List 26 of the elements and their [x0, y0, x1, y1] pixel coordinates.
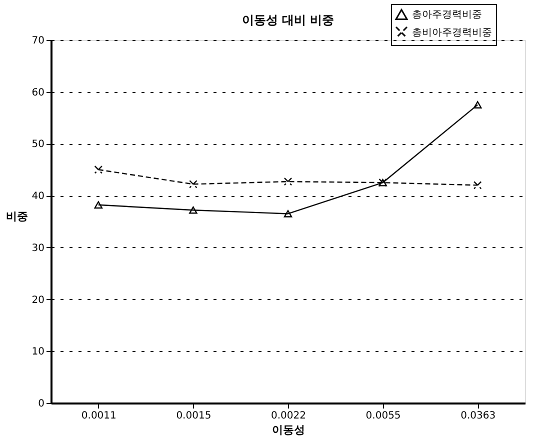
y-tick-label: 50 — [32, 139, 44, 150]
point — [284, 177, 292, 186]
y-tick-label: 40 — [32, 191, 44, 202]
point — [473, 181, 482, 190]
x-tick-label: 0.0055 — [366, 410, 401, 422]
y-axis-title: 비중 — [6, 210, 28, 223]
y-tick-label: 20 — [32, 294, 44, 306]
point — [189, 180, 198, 188]
y-tick-label: 0 — [38, 398, 44, 410]
y-tick-label: 30 — [32, 242, 44, 254]
x-axis-title: 이동성 — [272, 424, 305, 436]
legend-label: 총아주경력비중 — [412, 10, 482, 20]
point — [473, 101, 482, 108]
point — [94, 166, 103, 174]
point — [284, 210, 292, 218]
legend-label: 총비아주경력비중 — [412, 28, 492, 38]
x-tick-label: 0.0022 — [271, 410, 306, 422]
chart-title: 이동성 대비 비중 — [242, 13, 334, 27]
y-tick-label: 60 — [32, 87, 44, 98]
y-tick-label: 70 — [32, 36, 44, 46]
point — [189, 206, 198, 214]
point — [94, 201, 103, 209]
x-tick-label: 0.0011 — [81, 410, 116, 422]
y-tick-label: 10 — [32, 346, 44, 358]
x-tick-label: 0.0015 — [176, 410, 212, 422]
x-tick-label: 0.0363 — [460, 410, 496, 422]
